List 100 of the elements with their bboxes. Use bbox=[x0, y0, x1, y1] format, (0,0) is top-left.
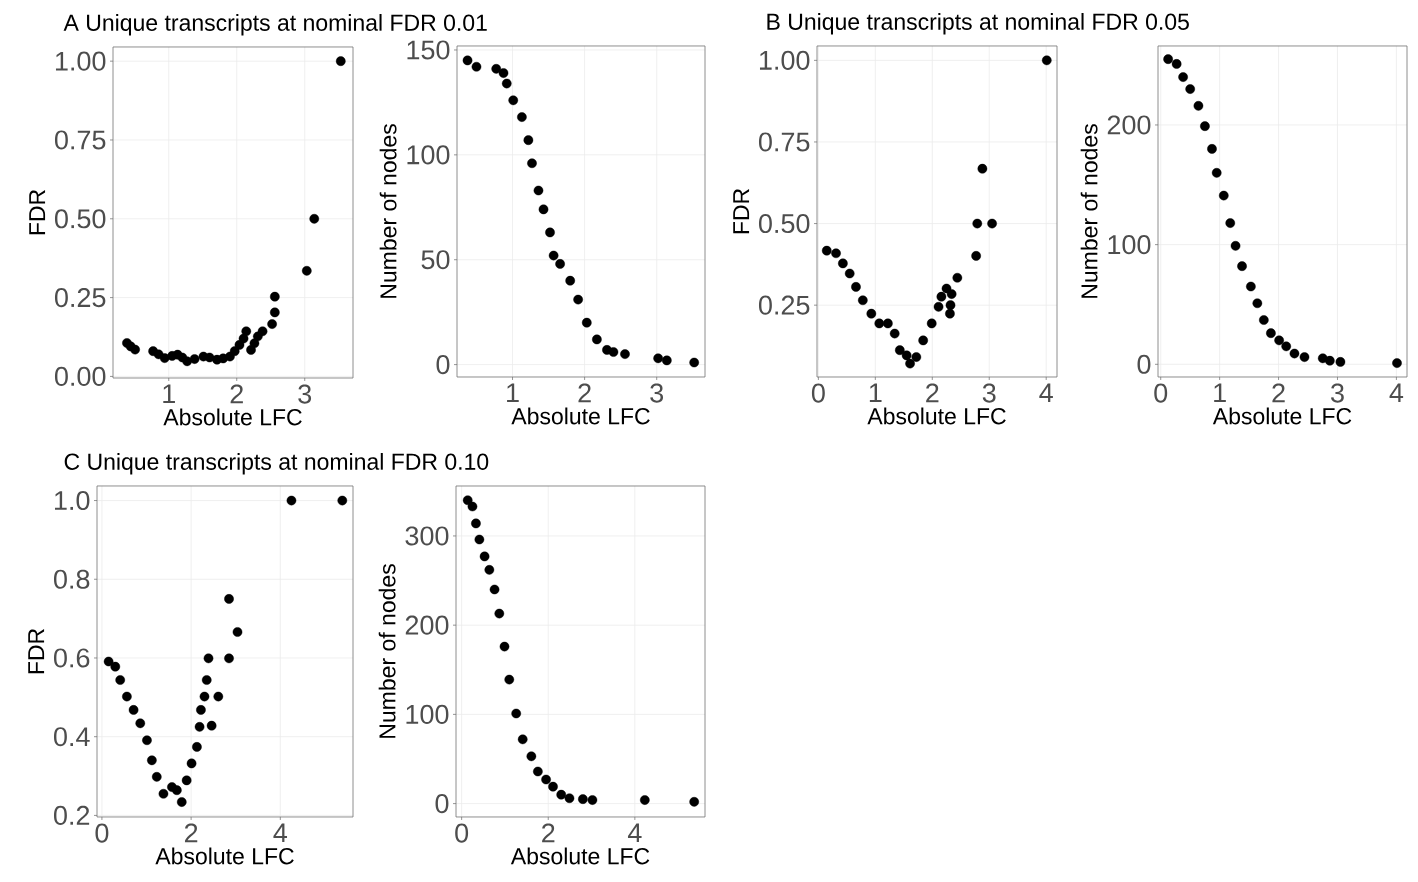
point bbox=[309, 213, 320, 224]
x-axis-title: Absolute LFC bbox=[163, 408, 302, 426]
point bbox=[1281, 341, 1292, 352]
point bbox=[158, 788, 169, 799]
point bbox=[1392, 358, 1402, 368]
x-tick-label: 1 bbox=[163, 384, 175, 404]
point bbox=[257, 326, 268, 337]
point bbox=[128, 705, 139, 715]
point bbox=[987, 218, 997, 229]
point bbox=[471, 518, 481, 529]
point bbox=[491, 64, 502, 74]
x-tick-label: 2 bbox=[184, 823, 198, 843]
point bbox=[192, 742, 202, 752]
point bbox=[527, 158, 537, 169]
point bbox=[1246, 281, 1256, 292]
point bbox=[581, 317, 592, 328]
point bbox=[541, 774, 551, 785]
y-axis-title: FDR bbox=[733, 188, 750, 234]
point bbox=[1185, 84, 1195, 94]
point bbox=[189, 354, 200, 364]
point bbox=[110, 661, 121, 672]
y-tick-label: 200 bbox=[1107, 115, 1151, 135]
y-tick-label: 50 bbox=[421, 250, 450, 270]
point bbox=[489, 584, 500, 595]
x-tick-label: 2 bbox=[1272, 383, 1285, 403]
point bbox=[1211, 168, 1222, 178]
point bbox=[301, 266, 312, 276]
point bbox=[556, 789, 567, 800]
y-tick-label: 0.75 bbox=[758, 132, 810, 152]
y-tick-label: 1.0 bbox=[55, 490, 90, 511]
point bbox=[1259, 315, 1269, 325]
y-axis-title: FDR bbox=[29, 189, 46, 235]
point bbox=[176, 797, 187, 807]
point bbox=[142, 735, 152, 746]
point bbox=[270, 291, 280, 302]
chart-title: B Unique transcripts at nominal FDR 0.05 bbox=[767, 13, 1189, 35]
point bbox=[901, 350, 912, 361]
point bbox=[858, 295, 868, 306]
point bbox=[971, 251, 981, 261]
point bbox=[874, 318, 885, 329]
point bbox=[484, 565, 495, 575]
point bbox=[1207, 144, 1217, 154]
y-tick-label: 1.00 bbox=[759, 50, 810, 70]
point bbox=[135, 718, 146, 729]
x-tick-label: 2 bbox=[542, 823, 555, 843]
x-tick-label: 2 bbox=[230, 384, 243, 404]
point bbox=[213, 691, 224, 702]
point bbox=[564, 793, 575, 804]
x-tick-label: 2 bbox=[926, 383, 939, 403]
point bbox=[517, 734, 528, 745]
point bbox=[224, 653, 234, 664]
point bbox=[977, 163, 988, 174]
point bbox=[538, 204, 549, 215]
x-tick-label: 3 bbox=[1331, 383, 1344, 403]
y-tick-label: 0.25 bbox=[758, 295, 810, 315]
point bbox=[526, 751, 537, 762]
point bbox=[499, 641, 510, 652]
point bbox=[946, 289, 957, 299]
x-tick-label: 3 bbox=[298, 384, 312, 404]
point bbox=[196, 705, 206, 715]
y-axis-title: Number of nodes bbox=[378, 564, 396, 738]
point bbox=[249, 338, 260, 349]
point bbox=[159, 353, 170, 363]
point bbox=[203, 653, 214, 664]
point bbox=[462, 55, 473, 66]
x-tick-label: 3 bbox=[650, 383, 664, 403]
point bbox=[270, 307, 280, 318]
x-tick-label: 0 bbox=[455, 823, 469, 843]
point bbox=[232, 627, 243, 637]
point bbox=[689, 357, 699, 368]
point bbox=[952, 272, 963, 283]
point bbox=[945, 300, 956, 310]
point bbox=[103, 656, 114, 667]
point bbox=[533, 185, 544, 196]
point bbox=[911, 352, 922, 362]
y-tick-label: 0 bbox=[436, 355, 450, 375]
y-tick-label: 0.8 bbox=[53, 569, 90, 589]
point bbox=[1041, 55, 1052, 66]
y-tick-label: 1.00 bbox=[55, 51, 106, 71]
chart-title: C Unique transcripts at nominal FDR 0.10 bbox=[64, 453, 489, 475]
y-tick-label: 0 bbox=[435, 794, 449, 814]
x-tick-label: 4 bbox=[1389, 383, 1404, 403]
point bbox=[1225, 218, 1236, 228]
point bbox=[194, 722, 205, 732]
x-tick-label: 1 bbox=[507, 383, 519, 403]
point bbox=[620, 349, 630, 359]
point bbox=[501, 78, 512, 89]
point bbox=[972, 218, 983, 229]
point bbox=[498, 68, 509, 78]
point bbox=[941, 283, 952, 294]
point bbox=[1274, 335, 1284, 346]
point bbox=[905, 358, 915, 369]
point bbox=[689, 797, 699, 807]
point bbox=[1237, 261, 1247, 271]
point bbox=[1193, 101, 1204, 111]
x-tick-label: 0 bbox=[1154, 383, 1168, 403]
point bbox=[889, 328, 900, 339]
point bbox=[587, 795, 598, 805]
y-tick-label: 0.50 bbox=[758, 214, 810, 234]
point bbox=[831, 248, 841, 259]
